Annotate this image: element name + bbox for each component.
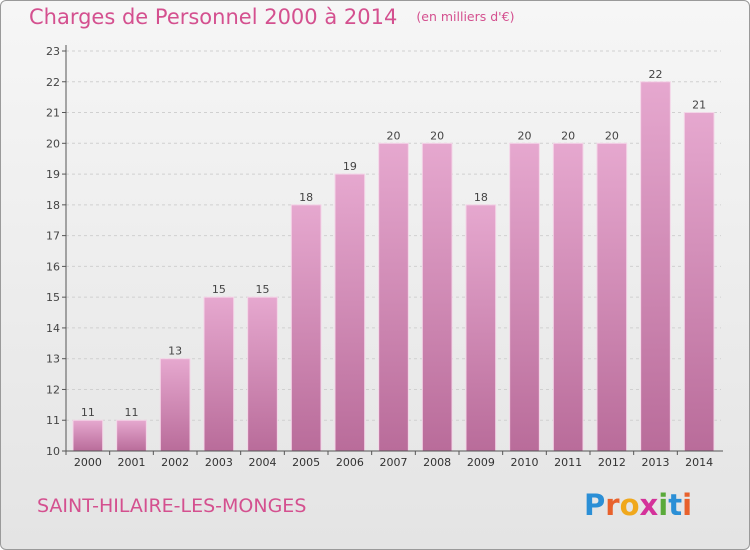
logo-letter: x [639, 488, 659, 522]
x-tick-label: 2012 [598, 456, 626, 469]
logo-letter: P [584, 488, 606, 522]
y-tick-label: 15 [46, 291, 60, 304]
y-tick-label: 10 [46, 445, 60, 458]
x-tick-label: 2003 [205, 456, 233, 469]
bar-2009 [465, 204, 497, 452]
bar-2013 [640, 81, 671, 452]
logo-letter: t [668, 488, 683, 522]
bar-value-label: 13 [168, 345, 182, 358]
bar-value-label: 18 [299, 191, 313, 204]
x-tick-label: 2001 [118, 456, 146, 469]
x-tick-label: 2013 [642, 456, 670, 469]
bar-2000 [72, 419, 104, 452]
bar-value-label: 20 [605, 129, 619, 142]
x-tick-label: 2010 [511, 456, 539, 469]
y-tick-label: 13 [46, 353, 60, 366]
x-tick-label: 2014 [685, 456, 713, 469]
logo-letter: i [682, 488, 693, 522]
x-tick-label: 2005 [292, 456, 320, 469]
bar-value-label: 15 [212, 283, 226, 296]
bar-value-label: 20 [387, 129, 401, 142]
bar-value-label: 19 [343, 160, 357, 173]
bar-value-label: 11 [125, 406, 139, 419]
x-tick-label: 2004 [249, 456, 277, 469]
bar-2001 [116, 419, 147, 452]
y-tick-label: 16 [46, 260, 60, 273]
y-tick-label: 18 [46, 199, 60, 212]
x-tick-label: 2007 [380, 456, 408, 469]
logo-letter: o [619, 488, 640, 522]
x-tick-label: 2000 [74, 456, 102, 469]
bar-2010 [509, 142, 540, 452]
title-row: Charges de Personnel 2000 à 2014 (en mil… [29, 5, 514, 29]
bar-2005 [290, 204, 322, 452]
bar-value-label: 15 [256, 283, 270, 296]
bar-value-label: 21 [692, 99, 706, 112]
y-tick-label: 19 [46, 168, 60, 181]
y-tick-label: 12 [46, 383, 60, 396]
bar-2006 [334, 173, 366, 452]
bar-2004 [247, 296, 278, 452]
logo-letter: i [658, 488, 669, 522]
bar-value-label: 11 [81, 406, 95, 419]
y-tick-label: 22 [46, 76, 60, 89]
x-tick-label: 2009 [467, 456, 495, 469]
chart-title: Charges de Personnel 2000 à 2014 [29, 5, 398, 29]
commune-name: SAINT-HILAIRE-LES-MONGES [37, 495, 307, 517]
x-tick-label: 2011 [554, 456, 582, 469]
y-tick-label: 14 [46, 322, 60, 335]
bars [72, 81, 715, 452]
bar-2011 [552, 142, 584, 452]
y-tick-label: 21 [46, 107, 60, 120]
bar-value-label: 20 [430, 129, 444, 142]
labels: 10 11 12 13 14 15 16 17 18 19 20 21 22 23 11 2000 11 2001… [46, 45, 713, 469]
x-tick-label: 2002 [161, 456, 189, 469]
bar-value-label: 22 [649, 68, 663, 81]
y-tick-label: 17 [46, 230, 60, 243]
bar-2012 [596, 142, 628, 452]
y-tick-label: 23 [46, 45, 60, 58]
bar-value-label: 20 [518, 129, 532, 142]
bar-2003 [203, 296, 235, 452]
proxiti-logo: Proxiti [584, 488, 692, 522]
bar-2002 [159, 358, 191, 452]
logo-letter: r [605, 488, 620, 522]
y-tick-label: 11 [46, 414, 60, 427]
x-tick-label: 2006 [336, 456, 364, 469]
axes [62, 45, 723, 455]
bar-value-label: 20 [561, 129, 575, 142]
bar-2008 [421, 142, 453, 452]
bar-2007 [378, 142, 409, 452]
y-tick-label: 20 [46, 137, 60, 150]
bar-2014 [683, 112, 715, 452]
bar-value-label: 18 [474, 191, 488, 204]
chart-unit: (en milliers d'€) [416, 9, 515, 24]
x-tick-label: 2008 [423, 456, 451, 469]
